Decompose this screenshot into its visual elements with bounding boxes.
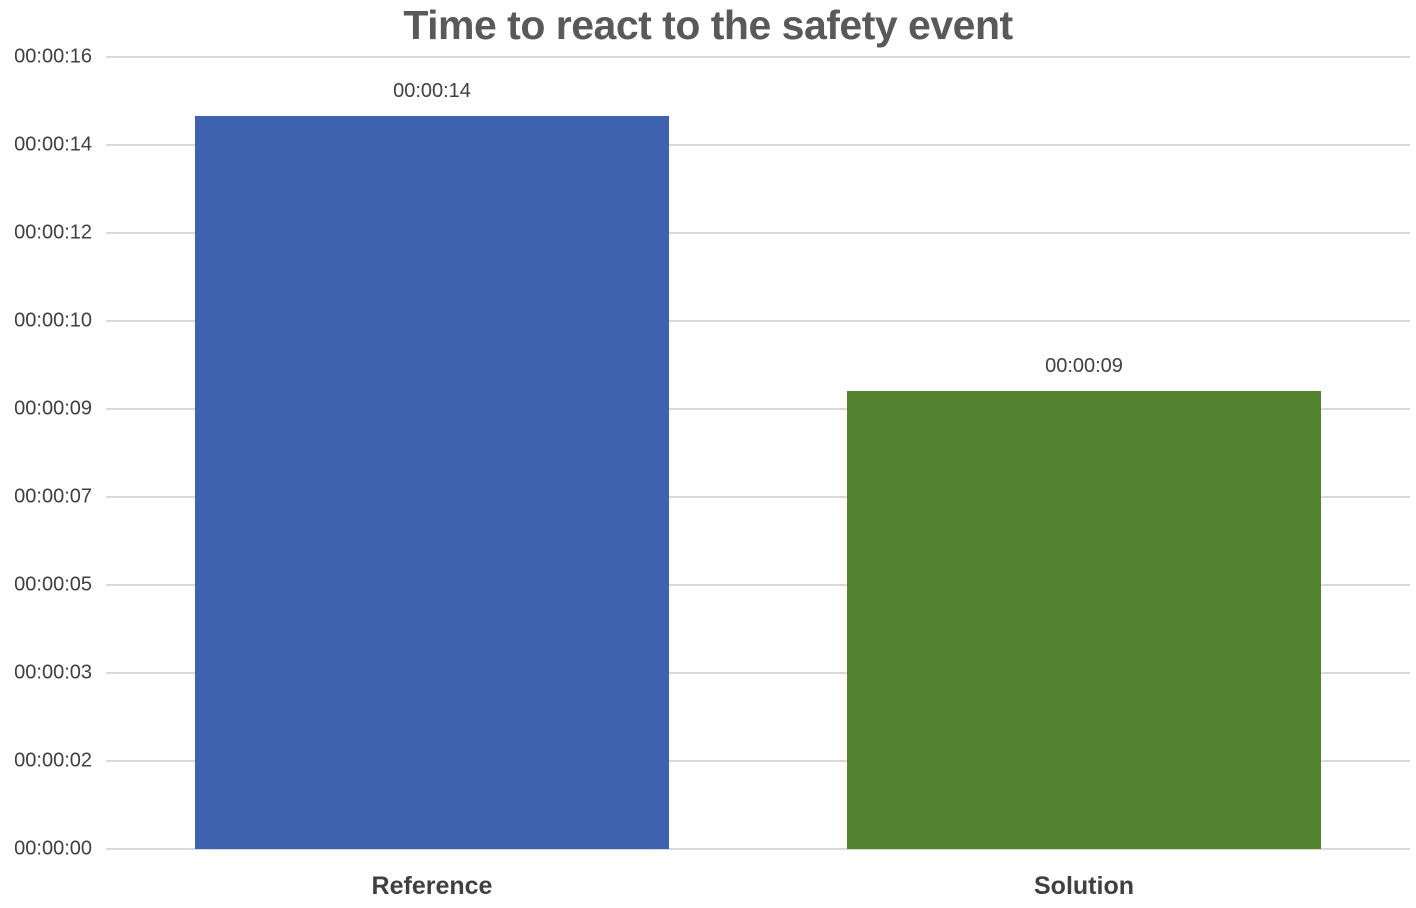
y-axis-tick-label: 00:00:07: [14, 485, 92, 508]
y-gridline: [106, 848, 1410, 850]
x-axis-category-label: Solution: [1034, 872, 1134, 900]
y-gridline: [106, 584, 1410, 586]
y-gridline: [106, 672, 1410, 674]
x-axis-category-label: Reference: [371, 872, 493, 900]
y-axis-tick-label: 00:00:09: [14, 397, 92, 420]
y-gridline: [106, 144, 1410, 146]
y-axis-tick-label: 00:00:02: [14, 749, 92, 772]
y-axis-tick-label: 00:00:16: [14, 45, 92, 68]
y-gridline: [106, 56, 1410, 58]
y-axis-tick-label: 00:00:03: [14, 661, 92, 684]
y-axis-tick-label: 00:00:10: [14, 309, 92, 332]
chart-title: Time to react to the safety event: [403, 2, 1013, 48]
bar-value-label: 00:00:09: [1045, 354, 1123, 377]
y-gridline: [106, 496, 1410, 498]
y-gridline: [106, 408, 1410, 410]
y-gridline: [106, 320, 1410, 322]
y-gridline: [106, 760, 1410, 762]
y-axis-tick-label: 00:00:14: [14, 133, 92, 156]
y-gridline: [106, 232, 1410, 234]
bar-solution: [847, 390, 1321, 849]
bar-value-label: 00:00:14: [393, 79, 471, 102]
y-axis-tick-label: 00:00:05: [14, 573, 92, 596]
bar-reference: [195, 115, 669, 849]
y-axis-tick-label: 00:00:12: [14, 221, 92, 244]
y-axis-tick-label: 00:00:00: [14, 837, 92, 860]
